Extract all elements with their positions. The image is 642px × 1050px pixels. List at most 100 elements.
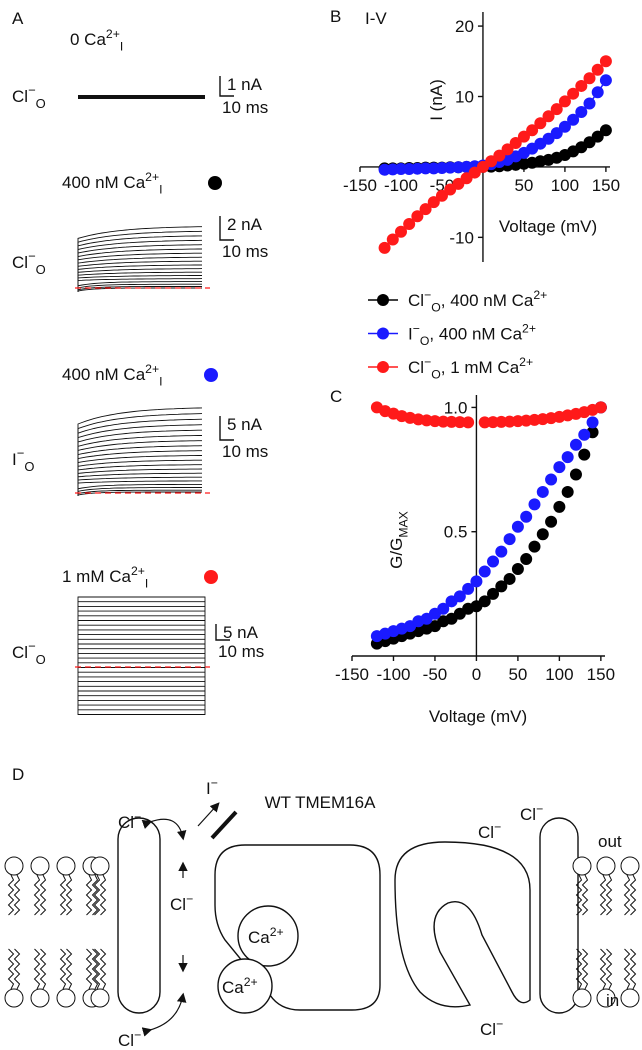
- panel-label: B: [330, 7, 341, 26]
- lipid-tail: [85, 874, 93, 916]
- current-trace: [77, 281, 202, 292]
- legend-label-part: O: [431, 300, 441, 314]
- diagram-label-part: Cl: [480, 1020, 496, 1039]
- ca-site: [217, 958, 273, 1014]
- data-point: [503, 572, 516, 585]
- x-tick-label: 150: [587, 665, 615, 684]
- chart-title: I-V: [365, 9, 387, 28]
- data-point: [583, 72, 596, 85]
- data-point: [586, 416, 599, 429]
- lipid-head: [30, 856, 50, 876]
- diagram-label: Ca2+: [222, 975, 258, 997]
- lipid-tail: [581, 874, 589, 916]
- diagram-label-part: 2+: [244, 975, 258, 989]
- condition-label-part: 2+: [131, 564, 145, 578]
- lipid-head: [596, 988, 616, 1008]
- y-axis-label: I (nA): [427, 79, 446, 121]
- x-tick-label: 50: [508, 665, 527, 684]
- diagram-label-part: Cl: [118, 1031, 134, 1050]
- data-point: [545, 473, 558, 486]
- diagram-title: WT TMEM16A: [265, 793, 376, 812]
- current-trace: [77, 407, 203, 496]
- data-point: [386, 233, 399, 246]
- solution-label-part: I: [12, 450, 17, 469]
- diagram-label: I−: [206, 776, 218, 798]
- legend-label-part: 2+: [522, 321, 536, 335]
- x-tick-label: -150: [335, 665, 369, 684]
- helix-right: [539, 817, 579, 1014]
- lipid-tail: [59, 948, 67, 990]
- current-traces: [77, 226, 203, 292]
- data-point: [419, 162, 432, 175]
- condition-label-part: 2+: [145, 170, 159, 184]
- condition-marker: [204, 570, 218, 584]
- current-trace: [77, 487, 202, 496]
- current-trace: [77, 256, 203, 292]
- diagram-label-part: −: [134, 1028, 141, 1042]
- condition-label-part: 0 Ca: [70, 30, 106, 49]
- data-point: [394, 163, 407, 176]
- arrow: [197, 802, 220, 827]
- ca-site: [237, 905, 299, 967]
- current-trace: [77, 445, 203, 496]
- data-point: [453, 590, 466, 603]
- data-point: [493, 149, 506, 162]
- data-point: [427, 196, 440, 209]
- scale-bar: [215, 624, 230, 641]
- diagram-label: Cl−: [480, 1017, 503, 1039]
- data-point: [394, 225, 407, 238]
- current-trace: [77, 264, 202, 292]
- current-trace: [77, 275, 202, 292]
- legend-label-part: −: [424, 288, 431, 302]
- lipid-tail: [575, 948, 583, 990]
- data-point: [594, 401, 607, 414]
- data-point: [553, 461, 566, 474]
- current-trace: [77, 235, 202, 292]
- data-point: [487, 555, 500, 568]
- current-trace: [77, 239, 203, 292]
- lipid-head: [30, 988, 50, 1008]
- data-point: [501, 143, 514, 156]
- legend-label-part: , 400 nM Ca: [441, 291, 534, 310]
- data-point: [520, 510, 533, 523]
- lipid-tail: [575, 874, 583, 916]
- solution-label-part: −: [17, 445, 25, 460]
- x-tick-label: 0: [472, 665, 481, 684]
- lipid-head: [90, 856, 110, 876]
- diagram-label: Cl−: [170, 892, 193, 914]
- lipid-tail: [65, 948, 73, 990]
- diagram-label-part: Cl: [520, 805, 536, 824]
- x-axis-label: Voltage (mV): [499, 217, 597, 236]
- legend-label-part: −: [424, 355, 431, 369]
- lipid-tail: [39, 874, 47, 916]
- y-axis-label-part: I (nA): [427, 79, 446, 121]
- data-point: [561, 451, 574, 464]
- lipid-tail: [93, 874, 101, 916]
- current-trace: [77, 435, 202, 496]
- condition-label-part: I: [145, 576, 148, 590]
- lipid-tail: [13, 874, 21, 916]
- diagram-label-part: Ca: [222, 978, 244, 997]
- arrow: [141, 818, 187, 841]
- current-trace: [77, 268, 203, 292]
- condition-label-part: I: [159, 182, 162, 196]
- legend-label-part: 2+: [533, 288, 547, 302]
- data-point: [550, 103, 563, 116]
- lipid-tail: [599, 948, 607, 990]
- helix-left: [117, 817, 161, 1014]
- data-point: [462, 416, 475, 429]
- current-trace: [77, 271, 202, 292]
- diagram-label-part: Cl: [478, 823, 494, 842]
- diagram-label-part: in: [606, 991, 619, 1010]
- lipid-head: [620, 856, 640, 876]
- lipid-tail: [93, 948, 101, 990]
- data-point: [578, 428, 591, 441]
- diagram-label-part: −: [496, 1017, 503, 1031]
- diagram-label: Ca2+: [248, 925, 284, 947]
- lipid-tail: [91, 874, 99, 916]
- lipid-tail: [7, 948, 15, 990]
- diagram-label-part: Ca: [248, 928, 270, 947]
- lipid-head: [572, 988, 592, 1008]
- solution-label-part: O: [36, 262, 46, 277]
- data-point: [578, 448, 591, 461]
